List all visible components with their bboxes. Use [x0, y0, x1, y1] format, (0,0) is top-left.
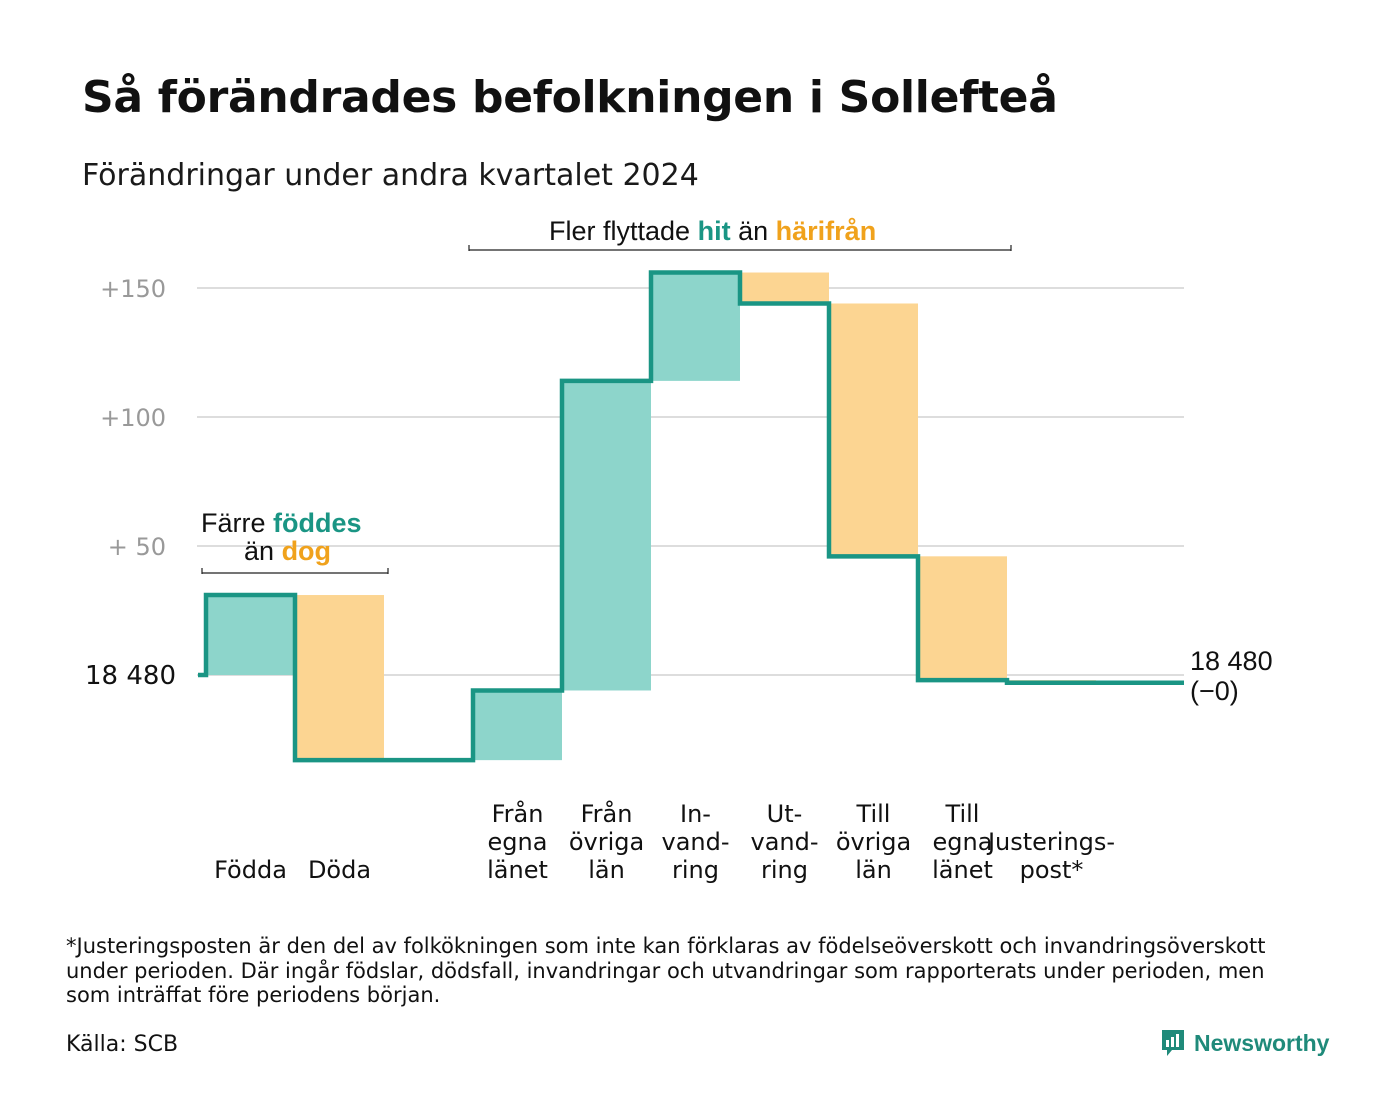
- footnote-line-2: under perioden. Där ingår födslar, dödsf…: [66, 958, 1265, 983]
- category-label-line: Till: [856, 800, 891, 828]
- category-label-line: län: [588, 856, 625, 884]
- brand-name: Newsworthy: [1194, 1029, 1330, 1056]
- category-label-line: egna: [932, 828, 993, 856]
- annotation-births-line1: Färre föddes: [201, 508, 362, 539]
- category-label: In-vand-ring: [641, 800, 751, 884]
- bracket-births: [201, 568, 389, 574]
- category-label-line: ring: [761, 856, 808, 884]
- cumulative-step-line: [198, 270, 1184, 763]
- category-label-line: egna: [487, 828, 548, 856]
- category-label-line: vand-: [750, 828, 819, 856]
- annotation-births-green: föddes: [273, 508, 362, 538]
- annotation-moves-prefix: Fler flyttade: [549, 216, 691, 246]
- category-label: Till övriga län: [819, 800, 929, 884]
- category-label: Till egna länet: [908, 800, 1018, 884]
- category-label: Döda: [285, 856, 395, 884]
- annotation-births-prefix: Färre: [201, 508, 266, 538]
- waterfall-chart: + 50 +100 +150 18 480: [85, 245, 1184, 763]
- category-label-line: Ut-: [766, 800, 803, 828]
- category-label: Justerings-post*: [982, 828, 1122, 884]
- waterfall-bar: [740, 272, 829, 304]
- category-label-line: In-: [680, 800, 711, 828]
- waterfall-bar: [918, 556, 1007, 681]
- category-label-line: Till: [945, 800, 980, 828]
- annotation-deaths-prefix: än: [244, 536, 275, 566]
- start-value-label: 18 480: [85, 661, 176, 691]
- waterfall-bar: [651, 272, 740, 381]
- waterfall-bar: [473, 690, 562, 761]
- bracket-moves: [468, 245, 1012, 251]
- end-value-label: 18 480 (−0): [1190, 646, 1273, 706]
- category-label-line: län: [855, 856, 892, 884]
- brand-logo: Newsworthy: [1160, 1028, 1329, 1058]
- bar-layer: [206, 272, 1096, 761]
- annotation-moves-green: hit: [697, 216, 731, 246]
- end-value: 18 480: [1190, 646, 1273, 676]
- category-label-line: post*: [1019, 856, 1084, 884]
- category-label-line: ring: [672, 856, 719, 884]
- category-label-line: Justerings-: [987, 828, 1116, 856]
- annotation-births-line2: än dog: [244, 536, 331, 567]
- waterfall-bar: [829, 303, 918, 557]
- waterfall-bar: [562, 380, 651, 691]
- y-tick-label: +150: [100, 275, 166, 303]
- annotation-brackets: [201, 245, 1012, 574]
- category-label-line: Från: [580, 800, 633, 828]
- category-label-line: Födda: [214, 856, 287, 884]
- category-label: Födda: [196, 856, 306, 884]
- waterfall-bar: [206, 595, 295, 675]
- category-label-line: Döda: [307, 856, 372, 884]
- footnote: *Justeringsposten är den del av folkökni…: [66, 934, 1366, 1008]
- annotation-moves: Fler flyttade hit än härifrån: [549, 216, 876, 247]
- category-label: Från egna länet: [463, 800, 573, 884]
- line-layer: [198, 270, 1184, 763]
- newsworthy-logo-icon: [1162, 1030, 1184, 1056]
- annotation-moves-middle: än: [738, 216, 769, 246]
- annotation-deaths-orange: dog: [281, 536, 332, 566]
- chart-subtitle: Förändringar under andra kvartalet 2024: [82, 158, 699, 193]
- category-label-line: Från: [491, 800, 544, 828]
- category-label-line: övriga: [568, 828, 645, 856]
- category-label-line: länet: [932, 856, 993, 884]
- source-label: Källa: SCB: [66, 1032, 179, 1057]
- category-label-line: vand-: [661, 828, 730, 856]
- footnote-line-1: *Justeringsposten är den del av folkökni…: [66, 934, 1266, 958]
- chart-title: Så förändrades befolkningen i Sollefteå: [82, 72, 1058, 123]
- y-tick-label: +100: [100, 404, 166, 432]
- category-label-line: övriga: [835, 828, 912, 856]
- category-label: Ut-vand-ring: [730, 800, 840, 884]
- annotation-moves-orange: härifrån: [775, 216, 877, 246]
- end-change: (−0): [1190, 676, 1239, 706]
- footnote-line-3: som inträffat före periodens början.: [66, 983, 441, 1007]
- waterfall-bar: [295, 595, 384, 761]
- y-tick-label: + 50: [108, 533, 166, 561]
- category-label: Från övriga län: [552, 800, 662, 884]
- category-label-line: länet: [487, 856, 548, 884]
- axis-labels: + 50 +100 +150 18 480: [85, 275, 176, 691]
